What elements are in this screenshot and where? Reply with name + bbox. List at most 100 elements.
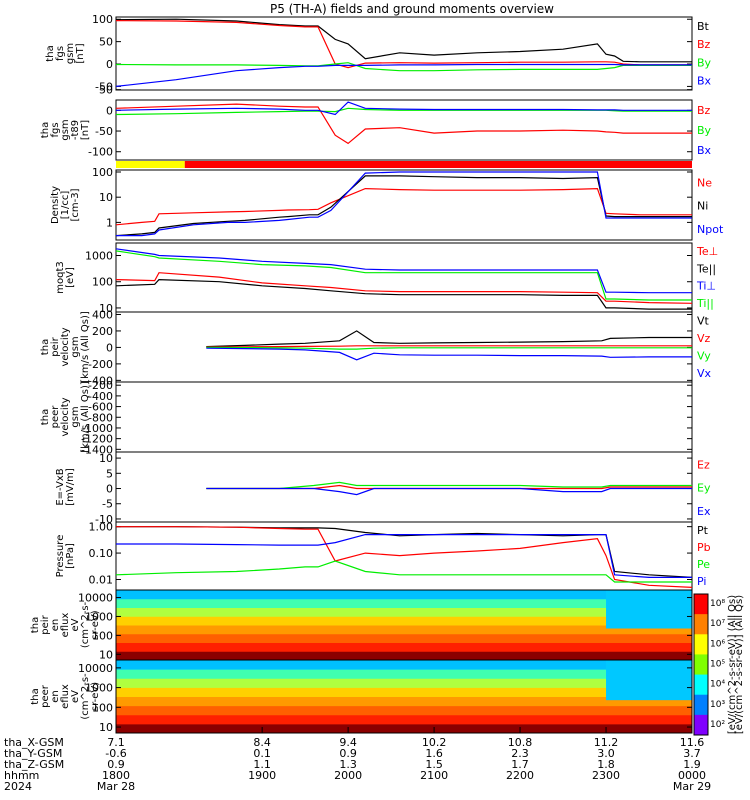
axis-row-label: tha_Z-GSM: [4, 758, 64, 771]
series-line: [115, 248, 692, 294]
axis-row-label: tha_X-GSM: [4, 736, 64, 749]
x-tick-label: 3.7: [683, 747, 701, 760]
y-tick-label: 10: [99, 302, 113, 315]
colorbar-tick-label: 10⁶: [710, 639, 725, 649]
y-tick-label: 1000: [85, 610, 113, 623]
colorbar-step: [694, 694, 708, 716]
x-tick-label: 2.3: [511, 747, 529, 760]
y-tick-label: -1200: [81, 433, 113, 446]
x-tick-label: 2300: [592, 769, 620, 782]
y-axis-label: moqt3 [eV]: [55, 261, 76, 294]
x-tick-label: 2100: [420, 769, 448, 782]
y-tick-label: 100: [92, 166, 113, 179]
legend-entry: Ey: [697, 482, 711, 495]
legend-entry: Pi: [697, 575, 706, 588]
x-tick-label: 1.7: [511, 758, 529, 771]
series-line: [115, 107, 692, 116]
y-tick-label: 1000: [85, 250, 113, 263]
y-tick-label: 1: [106, 216, 113, 229]
y-axis-label-line: [nPa]: [65, 543, 76, 569]
colorbar-step: [694, 614, 708, 635]
legend-entry: Vy: [697, 349, 711, 362]
legend-entry: Pe: [697, 558, 710, 571]
x-tick-label: 10.2: [422, 736, 447, 749]
legend-entry: Ex: [697, 505, 711, 518]
y-axis-label-line: sr-eV): [90, 610, 101, 639]
legend-entry: Te⊥: [696, 245, 718, 258]
legend-entry: Te||: [696, 262, 716, 275]
series-line: [115, 175, 692, 237]
y-axis-label-line: en: [50, 619, 61, 632]
y-axis-label-line: [km/s (All Qs)]: [80, 381, 91, 453]
series-line: [115, 18, 692, 63]
series-line: [115, 272, 693, 304]
y-axis-label-line: tha: [40, 339, 51, 355]
series-line: [116, 171, 692, 237]
y-tick-label: 10000: [78, 592, 113, 605]
x-tick-label: 9.4: [339, 736, 357, 749]
spectrogram-band: [116, 625, 692, 635]
y-axis-label-line: (cm^2-s-: [80, 673, 91, 720]
y-axis-label: tha fgs gsm [nT]: [45, 43, 86, 64]
panel-3: 100 10 1 Density [1/cc] [cm-3] Ne Ni Npot: [50, 166, 724, 241]
x-tick-label: 0.9: [339, 747, 357, 760]
x-tick-label: Mar 29: [673, 780, 711, 793]
y-tick-label: 10: [99, 721, 113, 734]
legend-entry: Pt: [697, 524, 709, 537]
legend-entry: Ti⊥: [696, 280, 716, 293]
x-tick-label: 1900: [248, 769, 276, 782]
colorbar-tick-label: 10²: [710, 720, 725, 730]
y-axis-label-line: fgs: [50, 122, 61, 137]
colorbar-step: [694, 654, 708, 676]
panel-2: 50 0 -50 -100 tha fgs gsm -t89 [nT] Bz By Bx: [40, 84, 712, 161]
legend-entry: By: [697, 124, 712, 137]
spectrogram-band: [606, 590, 692, 629]
y-tick-label: -100: [88, 146, 113, 159]
x-tick-label: 0.9: [107, 758, 125, 771]
legend-entry: Pb: [697, 541, 711, 554]
spectrogram-band: [606, 660, 692, 701]
y-axis-label-line: tha: [40, 122, 51, 138]
y-axis-label-line: eflux: [60, 684, 71, 709]
y-axis-label: tha fgs gsm -t89 [nT]: [40, 119, 91, 140]
y-axis-label-line: peer: [40, 684, 51, 708]
y-axis-label-line: en: [50, 690, 61, 703]
y-axis-label-line: (cm^2-s-: [80, 601, 91, 648]
y-tick-label: 100: [92, 276, 113, 289]
colorbar-tick-label: 10⁴: [710, 680, 725, 690]
y-axis-label-line: E=-VxB: [55, 468, 66, 505]
series-line: [206, 487, 692, 496]
y-axis-label-line: gsm: [70, 406, 81, 427]
x-tick-label: 1.1: [253, 758, 271, 771]
legend-entry: Vx: [697, 367, 712, 380]
spectrogram-band: [116, 590, 692, 600]
y-axis-label-line: eV: [70, 618, 81, 631]
panel-8: 1.00 0.10 0.01 Pressure [nPa] Pt Pb Pe Pi: [55, 521, 711, 591]
y-tick-label: 50: [99, 84, 113, 97]
y-tick-label: 0: [106, 483, 113, 496]
series-line: [206, 481, 692, 490]
y-tick-label: 1000: [85, 682, 113, 695]
y-tick-label: -400: [88, 390, 113, 403]
panel-frame: [115, 659, 693, 734]
y-axis-label-line: eV: [70, 690, 81, 703]
y-tick-label: 100: [92, 13, 113, 26]
colorbar-tick-label: 10⁸: [710, 599, 725, 609]
y-axis-label-line: Density: [50, 186, 61, 224]
spectrogram-band: [116, 687, 692, 697]
colorbar-step: [694, 674, 708, 696]
x-tick-label: 0000: [678, 769, 706, 782]
x-tick-label: 10.8: [508, 736, 533, 749]
legend-entry: Ni: [697, 200, 708, 213]
y-axis-label: E=-VxB [mV/m]: [55, 468, 76, 506]
colorbar-step: [694, 714, 708, 736]
y-tick-label: 0: [106, 104, 113, 117]
y-tick-label: 1.00: [89, 521, 114, 534]
series-line: [116, 526, 693, 588]
y-axis-label-line: eflux: [60, 613, 71, 638]
y-axis-label-line: velocity: [60, 327, 71, 366]
